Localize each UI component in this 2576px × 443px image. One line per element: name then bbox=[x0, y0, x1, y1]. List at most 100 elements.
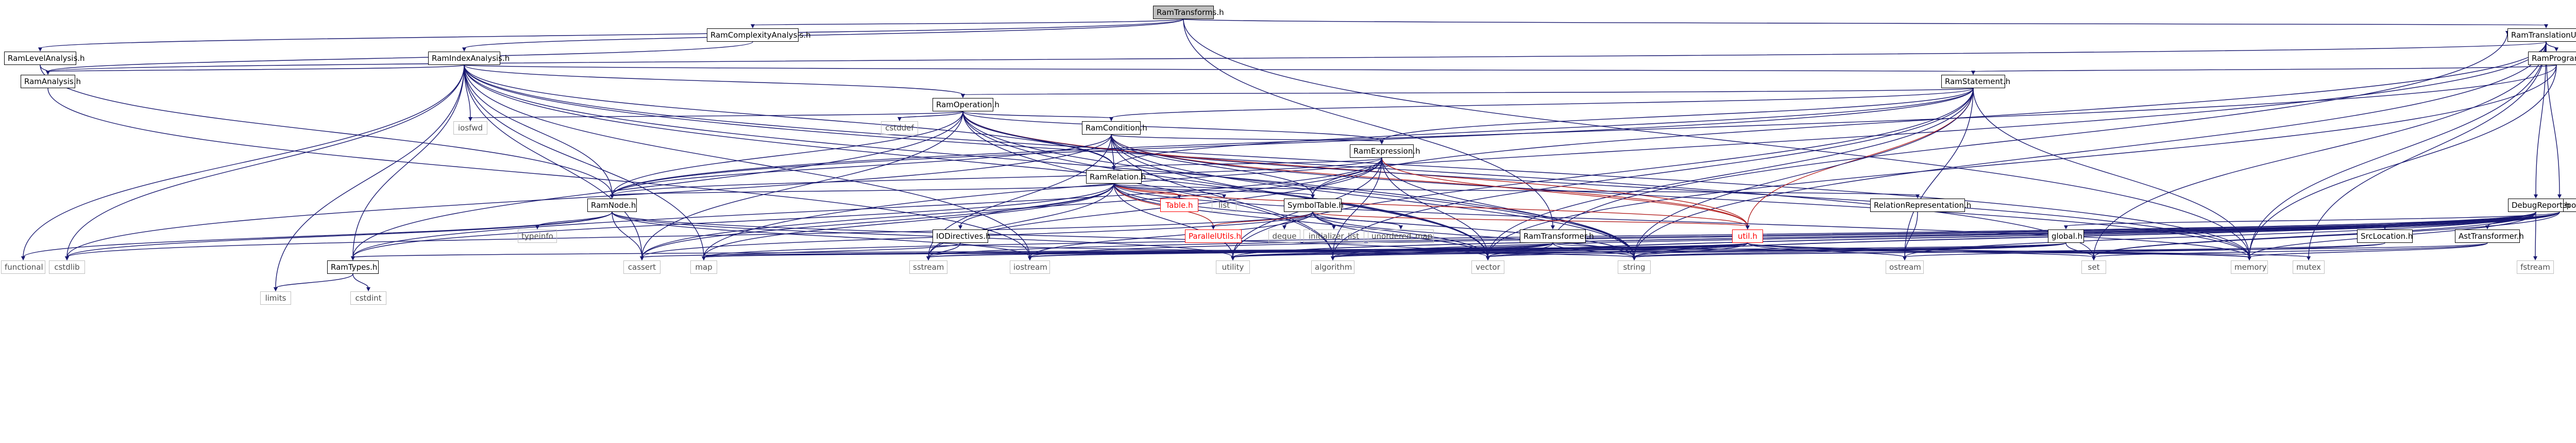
edge-RamIndexAnalysis-to-RamRelation bbox=[464, 64, 1114, 168]
edge-DebugReport-to-string bbox=[1634, 211, 2536, 258]
node-RamProgram[interactable]: RamProgram.h bbox=[2528, 52, 2576, 65]
arrowhead-RamNode-to-typeinfo bbox=[535, 225, 539, 229]
node-RelationRepresentation[interactable]: RelationRepresentation.h bbox=[1870, 199, 1971, 212]
node-RamNode[interactable]: RamNode.h bbox=[587, 199, 637, 212]
edge-RamStatement-to-RamCondition bbox=[1111, 88, 1974, 119]
node-RamStatement[interactable]: RamStatement.h bbox=[1941, 75, 2010, 88]
leaf-cstdlib: cstdlib bbox=[49, 260, 85, 274]
arrowhead-RamRelation-to-IODirectives bbox=[958, 225, 962, 229]
edge-RamOperation-to-cassert bbox=[641, 111, 963, 258]
edge-RamRelation-to-list bbox=[1113, 183, 1225, 196]
edge-RamOperation-to-RamNode bbox=[612, 111, 963, 196]
edge-SymbolTable-to-iostream bbox=[1029, 211, 1313, 258]
edge-DebugReport-to-set bbox=[2093, 211, 2536, 258]
edge-RamOperation-to-cstddef bbox=[899, 111, 963, 119]
arrowhead-SymbolTable-to-util bbox=[1745, 225, 1750, 229]
edge-RamIndexAnalysis-to-iostream bbox=[464, 64, 1030, 258]
node-SymbolTable[interactable]: SymbolTable.h bbox=[1284, 199, 1344, 212]
edge-util-to-utility bbox=[1232, 242, 1748, 258]
node-RamTransforms: RamTransforms.h bbox=[1153, 6, 1224, 19]
node-RamComplexityAnalysis[interactable]: RamComplexityAnalysis.h bbox=[707, 28, 811, 42]
arrowhead-RamTranslationUnit-to-ErrorReport bbox=[2557, 194, 2562, 199]
edge-RamStatement-to-RamRelation bbox=[1113, 88, 1974, 168]
edge-RamExpression-to-algorithm bbox=[1332, 157, 1382, 258]
arrowhead-RamTransforms-to-RamTransformer bbox=[1551, 225, 1555, 229]
arrowhead-RamTypes-to-cstdint bbox=[366, 287, 370, 291]
leaf-algorithm: algorithm bbox=[1311, 260, 1354, 274]
leaf-cstddef: cstddef bbox=[881, 121, 918, 135]
arrowhead-global-to-algorithm bbox=[1331, 256, 1335, 260]
edge-RamTransformer-to-sstream bbox=[928, 242, 1553, 258]
edge-AstTransformer-to-memory bbox=[2249, 242, 2488, 258]
node-SrcLocation[interactable]: SrcLocation.h bbox=[2357, 229, 2413, 243]
edge-RamStatement-to-RamOperation bbox=[962, 88, 1974, 95]
arrowhead-RamTranslationUnit-to-DebugReport bbox=[2534, 194, 2538, 199]
edge-RamExpression-to-RamRelation bbox=[1113, 157, 1382, 168]
arrowhead-RamExpression-to-RamRelation bbox=[1112, 166, 1116, 170]
node-RamAnalysis[interactable]: RamAnalysis.h bbox=[21, 75, 81, 88]
edge-RamTransforms-to-RamComplexityAnalysis bbox=[752, 19, 1184, 26]
leaf-string: string bbox=[1618, 260, 1651, 274]
arrowhead-RamRelation-to-Table bbox=[1177, 194, 1181, 199]
edge-DebugReport-to-utility bbox=[1232, 211, 2536, 258]
edge-RamTransformer-to-string bbox=[1552, 242, 1635, 258]
edge-RamIndexAnalysis-to-functional bbox=[23, 64, 465, 258]
leaf-map: map bbox=[690, 260, 717, 274]
dependency-edges bbox=[21, 19, 2562, 291]
leaf-typeinfo: typeinfo bbox=[518, 229, 557, 243]
node-util[interactable]: util.h bbox=[1732, 229, 1763, 243]
edge-RamIndexAnalysis-to-set bbox=[464, 64, 2094, 258]
node-global[interactable]: global.h bbox=[2048, 229, 2084, 243]
node-AstTransformer[interactable]: AstTransformer.h bbox=[2455, 229, 2524, 243]
edge-RamLevelAnalysis-to-RamNode bbox=[40, 64, 613, 196]
edge-AstTransformer-to-string bbox=[1634, 242, 2488, 258]
edge-RamExpression-to-util bbox=[1381, 157, 1748, 227]
node-RamExpression[interactable]: RamExpression.h bbox=[1350, 144, 1420, 158]
edge-RamRelation-to-cassert bbox=[641, 183, 1114, 258]
arrowhead-ErrorReport-to-global bbox=[2064, 225, 2068, 229]
node-RamRelation[interactable]: RamRelation.h bbox=[1086, 170, 1146, 184]
edge-RamIndexAnalysis-to-memory bbox=[464, 64, 2250, 258]
arrowhead-RamTransforms-to-RamComplexityAnalysis bbox=[751, 24, 755, 28]
edge-RamRelation-to-utility bbox=[1113, 183, 1233, 258]
edge-RamStatement-to-RamNode bbox=[612, 88, 1974, 196]
node-Table[interactable]: Table.h bbox=[1160, 199, 1198, 212]
leaf-deque: deque bbox=[1268, 229, 1300, 243]
edge-RamTransforms-to-memory bbox=[1183, 19, 2250, 258]
edge-RamExpression-to-RamTypes bbox=[352, 157, 1382, 258]
edge-RamTranslationUnit-to-SymbolTable bbox=[1312, 41, 2547, 196]
edge-RamTranslationUnit-to-memory bbox=[2249, 41, 2547, 258]
edge-RamOperation-to-RamTypes bbox=[352, 111, 963, 258]
edge-SymbolTable-to-cstdlib bbox=[66, 211, 1313, 258]
node-ParallelUtils[interactable]: ParallelUtils.h bbox=[1185, 229, 1242, 243]
edge-RamIndexAnalysis-to-map bbox=[464, 64, 704, 258]
node-RamTransformer[interactable]: RamTransformer.h bbox=[1520, 229, 1594, 243]
edge-RamNode-to-cassert bbox=[612, 211, 642, 258]
edge-RamIndexAnalysis-to-RamTypes bbox=[352, 64, 465, 258]
arrowhead-RamIndexAnalysis-to-RamAnalysis bbox=[46, 71, 50, 75]
node-RamCondition[interactable]: RamCondition.h bbox=[1082, 121, 1147, 135]
arrowhead-DebugReport-to-vector bbox=[1486, 256, 1490, 260]
arrowhead-RamOperation-to-RamCondition bbox=[1109, 117, 1113, 121]
node-RamOperation[interactable]: RamOperation.h bbox=[933, 98, 999, 111]
leaf-unordered_map: unordered_map bbox=[1368, 229, 1434, 243]
node-RamTranslationUnit[interactable]: RamTranslationUnit.h bbox=[2507, 28, 2576, 42]
arrowhead-RamRelation-to-list bbox=[1222, 194, 1226, 199]
edge-RamIndexAnalysis-to-RamStatement bbox=[464, 64, 1974, 72]
leaf-vector: vector bbox=[1471, 260, 1504, 274]
node-DebugReport[interactable]: DebugReport.h bbox=[2508, 199, 2570, 212]
arrowhead-RamRelation-to-RelationRepresentation bbox=[1916, 194, 1920, 199]
edge-DebugReport-to-ostream bbox=[1904, 211, 2536, 258]
arrowhead-AstTransformer-to-memory bbox=[2247, 256, 2251, 260]
node-RamTypes[interactable]: RamTypes.h bbox=[327, 260, 379, 274]
edge-global-to-vector bbox=[1487, 242, 2066, 258]
node-IODirectives[interactable]: IODirectives.h bbox=[933, 229, 991, 243]
edge-global-to-utility bbox=[1232, 242, 2066, 258]
arrowhead-SymbolTable-to-cstdlib bbox=[65, 256, 69, 260]
edge-SrcLocation-to-ostream bbox=[1904, 242, 2385, 258]
leaf-functional: functional bbox=[1, 260, 45, 274]
node-RamIndexAnalysis[interactable]: RamIndexAnalysis.h bbox=[428, 52, 510, 65]
leaf-utility: utility bbox=[1216, 260, 1250, 274]
edge-RamOperation-to-RamRelation bbox=[962, 111, 1114, 168]
node-RamLevelAnalysis[interactable]: RamLevelAnalysis.h bbox=[4, 52, 85, 65]
